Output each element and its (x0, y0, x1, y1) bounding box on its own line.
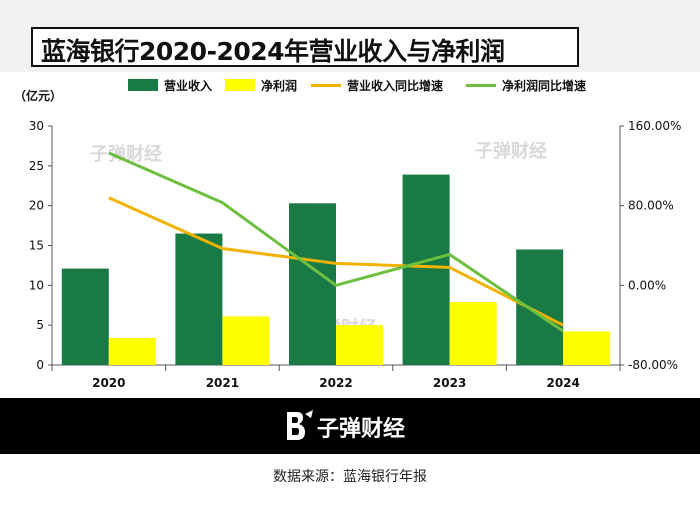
legend-swatch-revenue-growth (311, 84, 341, 87)
bar-revenue (289, 203, 336, 365)
legend-swatch-profit-growth (466, 84, 496, 87)
title-box: 蓝海银行2020-2024年营业收入与净利润 (31, 27, 579, 67)
legend-label-profit: 净利润 (261, 79, 298, 93)
bar-profit (336, 325, 383, 365)
combo-chart: 子弹财经子弹财经子弹财经（亿元）051015202530-80.00%0.00%… (14, 88, 681, 390)
left-tick-label: 20 (29, 199, 44, 213)
x-tick-label: 2022 (319, 376, 352, 390)
bar-revenue (61, 268, 109, 365)
source-note: 数据来源：蓝海银行年报 (273, 469, 427, 485)
line-revenue-growth (108, 196, 564, 327)
right-tick-label: 80.00% (628, 199, 674, 213)
left-tick-label: 5 (36, 318, 44, 332)
right-tick-label: 0.00% (628, 278, 666, 292)
x-tick-label: 2023 (433, 376, 466, 390)
legend: 营业收入 净利润 营业收入同比增速 净利润同比增速 (0, 77, 700, 95)
bar-profit (108, 337, 156, 365)
legend-label-revenue-growth: 营业收入同比增速 (347, 79, 444, 93)
bar-profit (563, 331, 611, 365)
legend-swatch-revenue (128, 79, 158, 91)
x-tick-label: 2024 (546, 376, 579, 390)
left-tick-label: 30 (29, 119, 44, 133)
legend-label-profit-growth: 净利润同比增速 (502, 79, 587, 93)
right-tick-label: 160.00% (628, 119, 681, 133)
watermark-text: 子弹财经 (475, 140, 547, 162)
bar-revenue (175, 233, 223, 365)
bar-revenue (516, 249, 564, 365)
left-axis-unit: （亿元） (14, 88, 62, 103)
watermark-text: 子弹财经 (90, 143, 162, 165)
x-tick-label: 2020 (92, 376, 125, 390)
bar-revenue (402, 174, 450, 365)
bar-profit (222, 316, 270, 365)
line-profit-growth (108, 151, 565, 333)
left-tick-label: 0 (36, 358, 44, 372)
left-tick-label: 25 (29, 159, 44, 173)
footer-band (0, 398, 700, 454)
legend-label-revenue: 营业收入 (164, 79, 213, 93)
chart-title: 蓝海银行2020-2024年营业收入与净利润 (41, 37, 505, 66)
legend-swatch-profit (225, 79, 255, 91)
right-tick-label: -80.00% (628, 358, 678, 372)
left-tick-label: 10 (29, 278, 44, 292)
left-tick-label: 15 (29, 239, 44, 253)
bar-profit (449, 302, 497, 365)
x-tick-label: 2021 (206, 376, 239, 390)
footer-brand-text: 子弹财经 (317, 416, 405, 442)
footer-brand-logo: 子弹财经 (287, 410, 405, 442)
